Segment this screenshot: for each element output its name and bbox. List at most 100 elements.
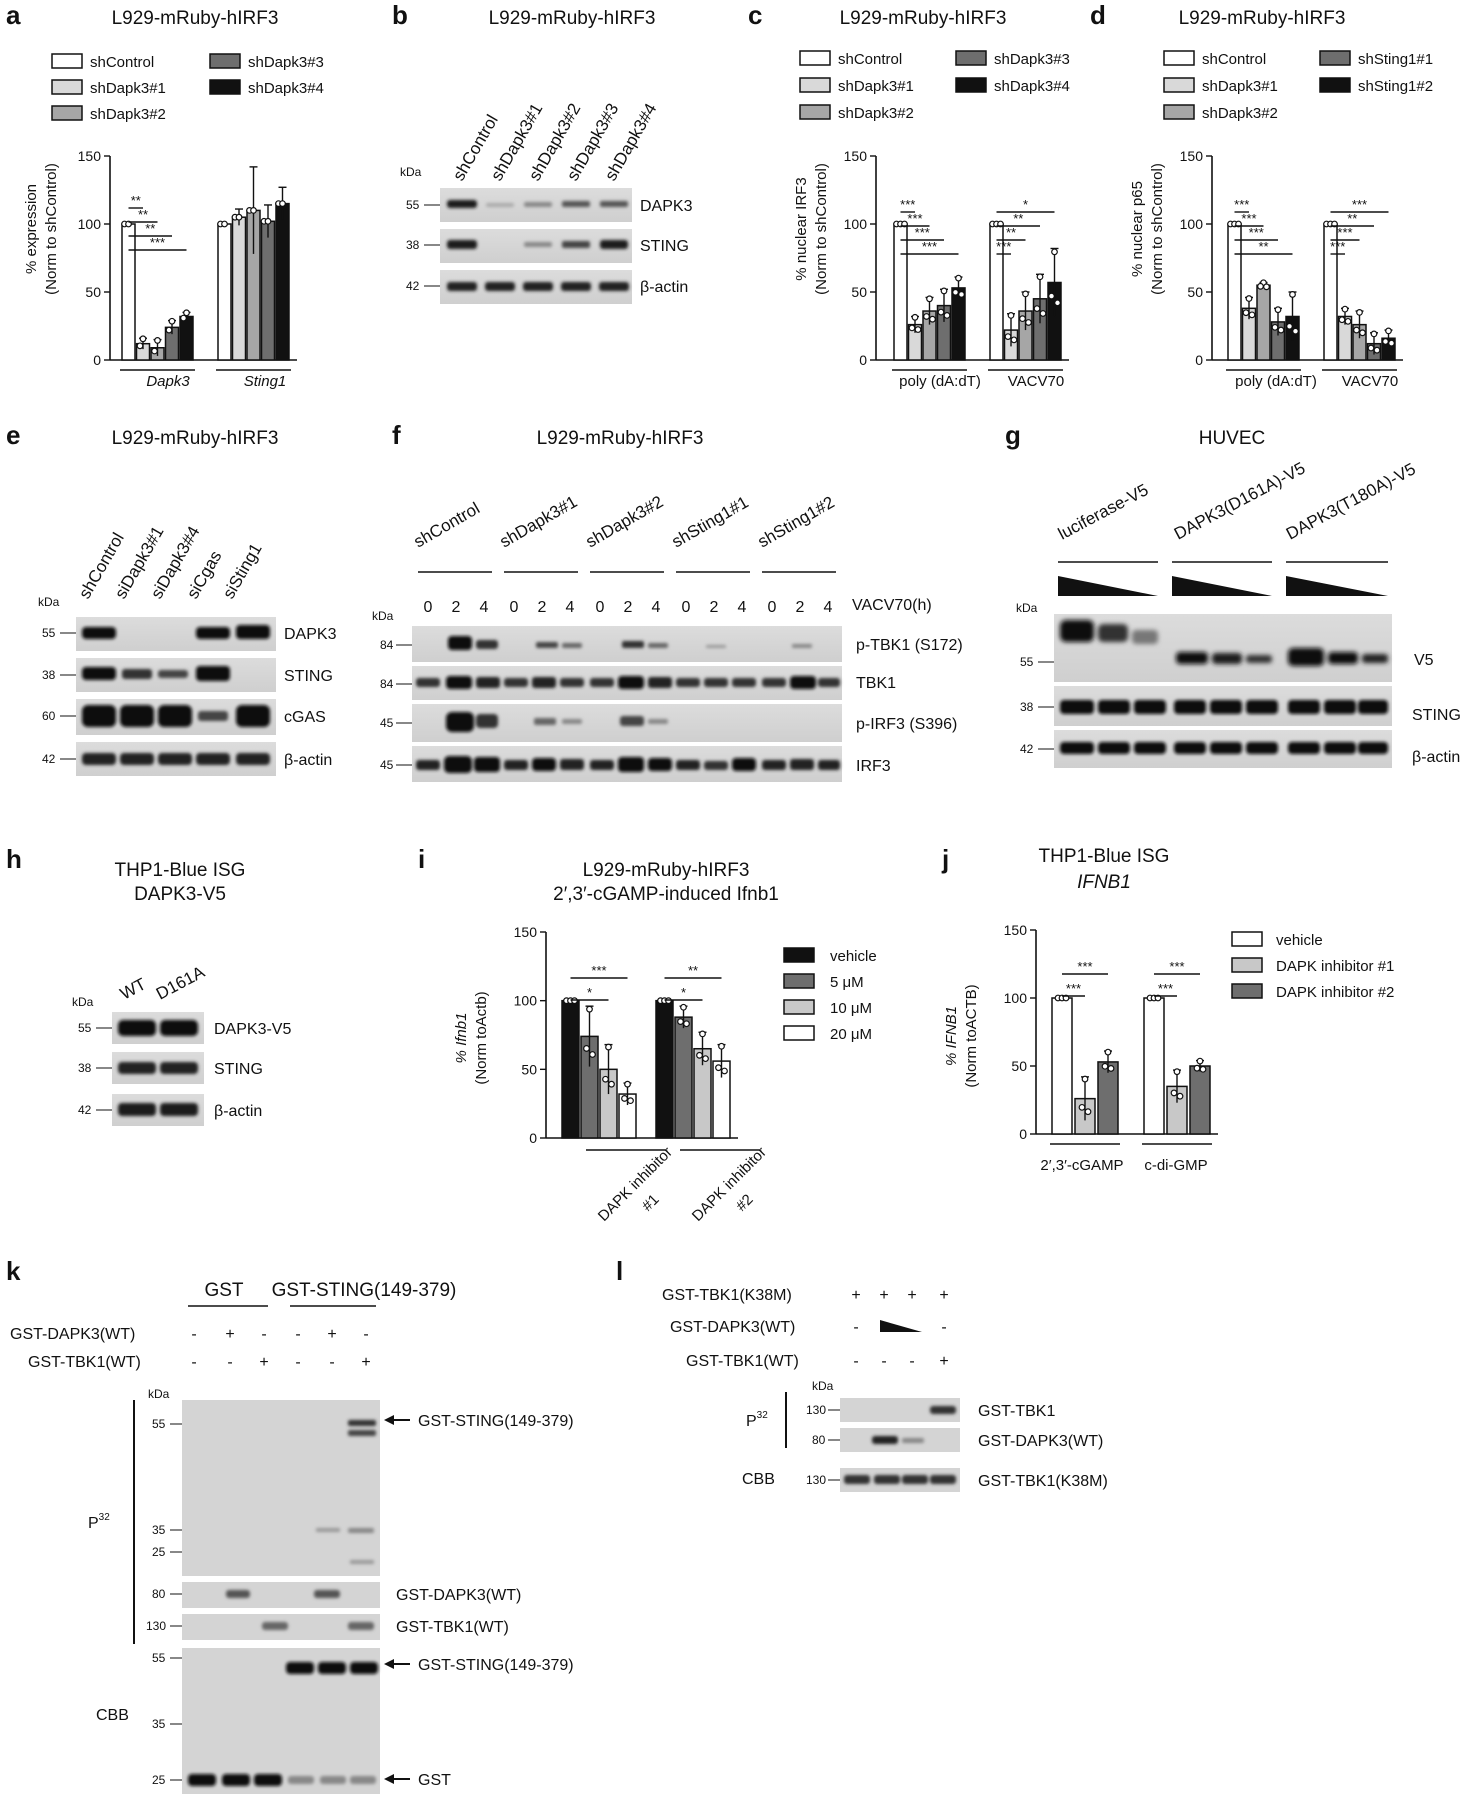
legend-item: shControl bbox=[90, 54, 154, 71]
y-tick-label: 0 bbox=[529, 1130, 537, 1146]
mw-marker: 55 bbox=[1020, 655, 1034, 669]
mw-marker: 80 bbox=[152, 1587, 166, 1601]
panel-d-legend: shControl shDapk3#1 shDapk3#2 shSting1#1… bbox=[1163, 50, 1433, 122]
panel-c: L929-mRuby-hIRF3 shControl shDapk3#1 shD… bbox=[793, 8, 1070, 390]
panel-label-d: d bbox=[1090, 0, 1106, 30]
legend-item: shSting1#1 bbox=[1358, 51, 1433, 68]
data-point bbox=[1019, 315, 1026, 323]
mw-marker: 45 bbox=[380, 716, 394, 730]
panel-i: L929-mRuby-hIRF3 2′,3′-cGAMP-induced Ifn… bbox=[453, 860, 877, 1225]
legend-item: shDapk3#2 bbox=[1202, 105, 1278, 122]
band-label: STING bbox=[640, 238, 689, 255]
x-category-label: VACV70 bbox=[1008, 373, 1064, 390]
panel-g: HUVEC luciferase-V5 DAPK3(D161A)-V5 DAPK… bbox=[1016, 428, 1461, 768]
mw-marker: 84 bbox=[380, 638, 394, 652]
x-category-label: Dapk3 bbox=[146, 373, 190, 390]
y-tick-label: 50 bbox=[1011, 1058, 1027, 1074]
panel-f: L929-mRuby-hIRF3 shControl shDapk3#1 shD… bbox=[372, 428, 963, 782]
band-label: STING bbox=[1412, 707, 1461, 724]
y-tick-label: 100 bbox=[1180, 216, 1204, 232]
kda-label: kDa bbox=[38, 595, 60, 609]
data-point bbox=[1359, 329, 1366, 337]
data-point bbox=[1370, 330, 1378, 338]
data-point bbox=[1078, 1103, 1086, 1111]
time-points: 0 2 4 0 2 4 0 2 4 0 2 4 0 2 4 bbox=[424, 599, 833, 616]
mw-marker: 130 bbox=[806, 1473, 826, 1487]
treatment-mark: - bbox=[295, 1354, 300, 1371]
x-category-label: c-di-GMP bbox=[1144, 1157, 1207, 1174]
y-tick-label: 0 bbox=[1019, 1126, 1027, 1142]
data-point bbox=[1385, 327, 1392, 335]
bar bbox=[674, 1016, 693, 1139]
mw-marker: 38 bbox=[1020, 700, 1034, 714]
panel-f-title: L929-mRuby-hIRF3 bbox=[537, 428, 704, 449]
x-category-label: VACV70 bbox=[1342, 373, 1398, 390]
data-point bbox=[699, 1030, 706, 1038]
y-axis-label: % nuclear IRF3 bbox=[793, 177, 810, 280]
time-point-label: 0 bbox=[768, 599, 777, 616]
bar bbox=[179, 315, 194, 361]
significance-label: ** bbox=[1006, 225, 1016, 240]
data-point bbox=[168, 317, 176, 325]
bar bbox=[1143, 997, 1165, 1135]
band-label: STING bbox=[214, 1061, 263, 1078]
cbb-label: CBB bbox=[742, 1471, 775, 1488]
significance-label: *** bbox=[915, 225, 930, 240]
data-point bbox=[1033, 305, 1041, 312]
panel-j: THP1-Blue ISG IFNB1 % IFNB1 (Norm toACTB… bbox=[943, 846, 1394, 1174]
data-point bbox=[1277, 326, 1285, 334]
y-tick-label: 100 bbox=[844, 216, 868, 232]
mw-marker: 84 bbox=[380, 677, 394, 691]
data-point bbox=[1199, 1065, 1207, 1073]
data-point bbox=[1341, 305, 1349, 313]
treatment-mark: + bbox=[225, 1326, 234, 1343]
data-point bbox=[1051, 248, 1058, 256]
data-point bbox=[165, 326, 173, 334]
significance-label: *** bbox=[1158, 981, 1173, 996]
panel-label-h: h bbox=[6, 844, 22, 874]
data-point bbox=[914, 326, 922, 333]
treatment-mark: - bbox=[191, 1354, 196, 1371]
treatment-mark: - bbox=[191, 1326, 196, 1343]
time-point-label: 2 bbox=[452, 599, 461, 616]
panel-h-subtitle: DAPK3-V5 bbox=[134, 884, 226, 905]
data-point bbox=[624, 1080, 631, 1088]
legend-item: shDapk3#1 bbox=[1202, 78, 1278, 95]
treatment-mark: + bbox=[907, 1287, 916, 1304]
y-tick-label: 150 bbox=[78, 148, 102, 164]
group-label: shSting1#2 bbox=[755, 492, 838, 551]
panel-j-legend: vehicle DAPK inhibitor #1 DAPK inhibitor… bbox=[1231, 931, 1394, 1001]
data-point bbox=[1101, 1062, 1109, 1070]
mw-marker: 35 bbox=[152, 1523, 166, 1537]
legend-item: DAPK inhibitor #1 bbox=[1276, 958, 1394, 975]
data-point bbox=[154, 337, 161, 344]
treatment-mark: - bbox=[909, 1353, 914, 1370]
panel-d-title: L929-mRuby-hIRF3 bbox=[1179, 8, 1346, 29]
panel-a-legend: shControl shDapk3#1 shDapk3#2 shDapk3#3 … bbox=[51, 53, 324, 123]
time-point-label: 0 bbox=[510, 599, 519, 616]
y-axis-label: (Norm to shControl) bbox=[813, 163, 830, 295]
band-label: DAPK3 bbox=[284, 626, 337, 643]
data-point bbox=[180, 314, 187, 322]
mw-marker: 25 bbox=[152, 1773, 166, 1787]
kda-label: kDa bbox=[72, 995, 94, 1009]
data-point bbox=[1245, 295, 1253, 302]
legend-item: vehicle bbox=[1276, 932, 1323, 949]
significance-label: *** bbox=[1249, 225, 1264, 240]
treatment-mark: + bbox=[361, 1354, 370, 1371]
data-point bbox=[911, 313, 919, 321]
data-point bbox=[1193, 1064, 1201, 1072]
data-point bbox=[696, 1051, 703, 1059]
time-point-label: 4 bbox=[738, 599, 747, 616]
time-point-label: 2 bbox=[710, 599, 719, 616]
treatment-mark: + bbox=[879, 1287, 888, 1304]
band-label: TBK1 bbox=[856, 675, 896, 692]
data-point bbox=[1107, 1065, 1115, 1072]
treatment-mark: - bbox=[853, 1353, 858, 1370]
chart-j-plot: 0 50 100 150 *** *** *** *** bbox=[1004, 922, 1218, 1145]
time-axis-label: VACV70(h) bbox=[852, 597, 932, 614]
bar bbox=[121, 223, 136, 361]
data-point bbox=[718, 1042, 725, 1050]
treatment-mark: - bbox=[941, 1319, 946, 1336]
data-point bbox=[943, 311, 951, 319]
